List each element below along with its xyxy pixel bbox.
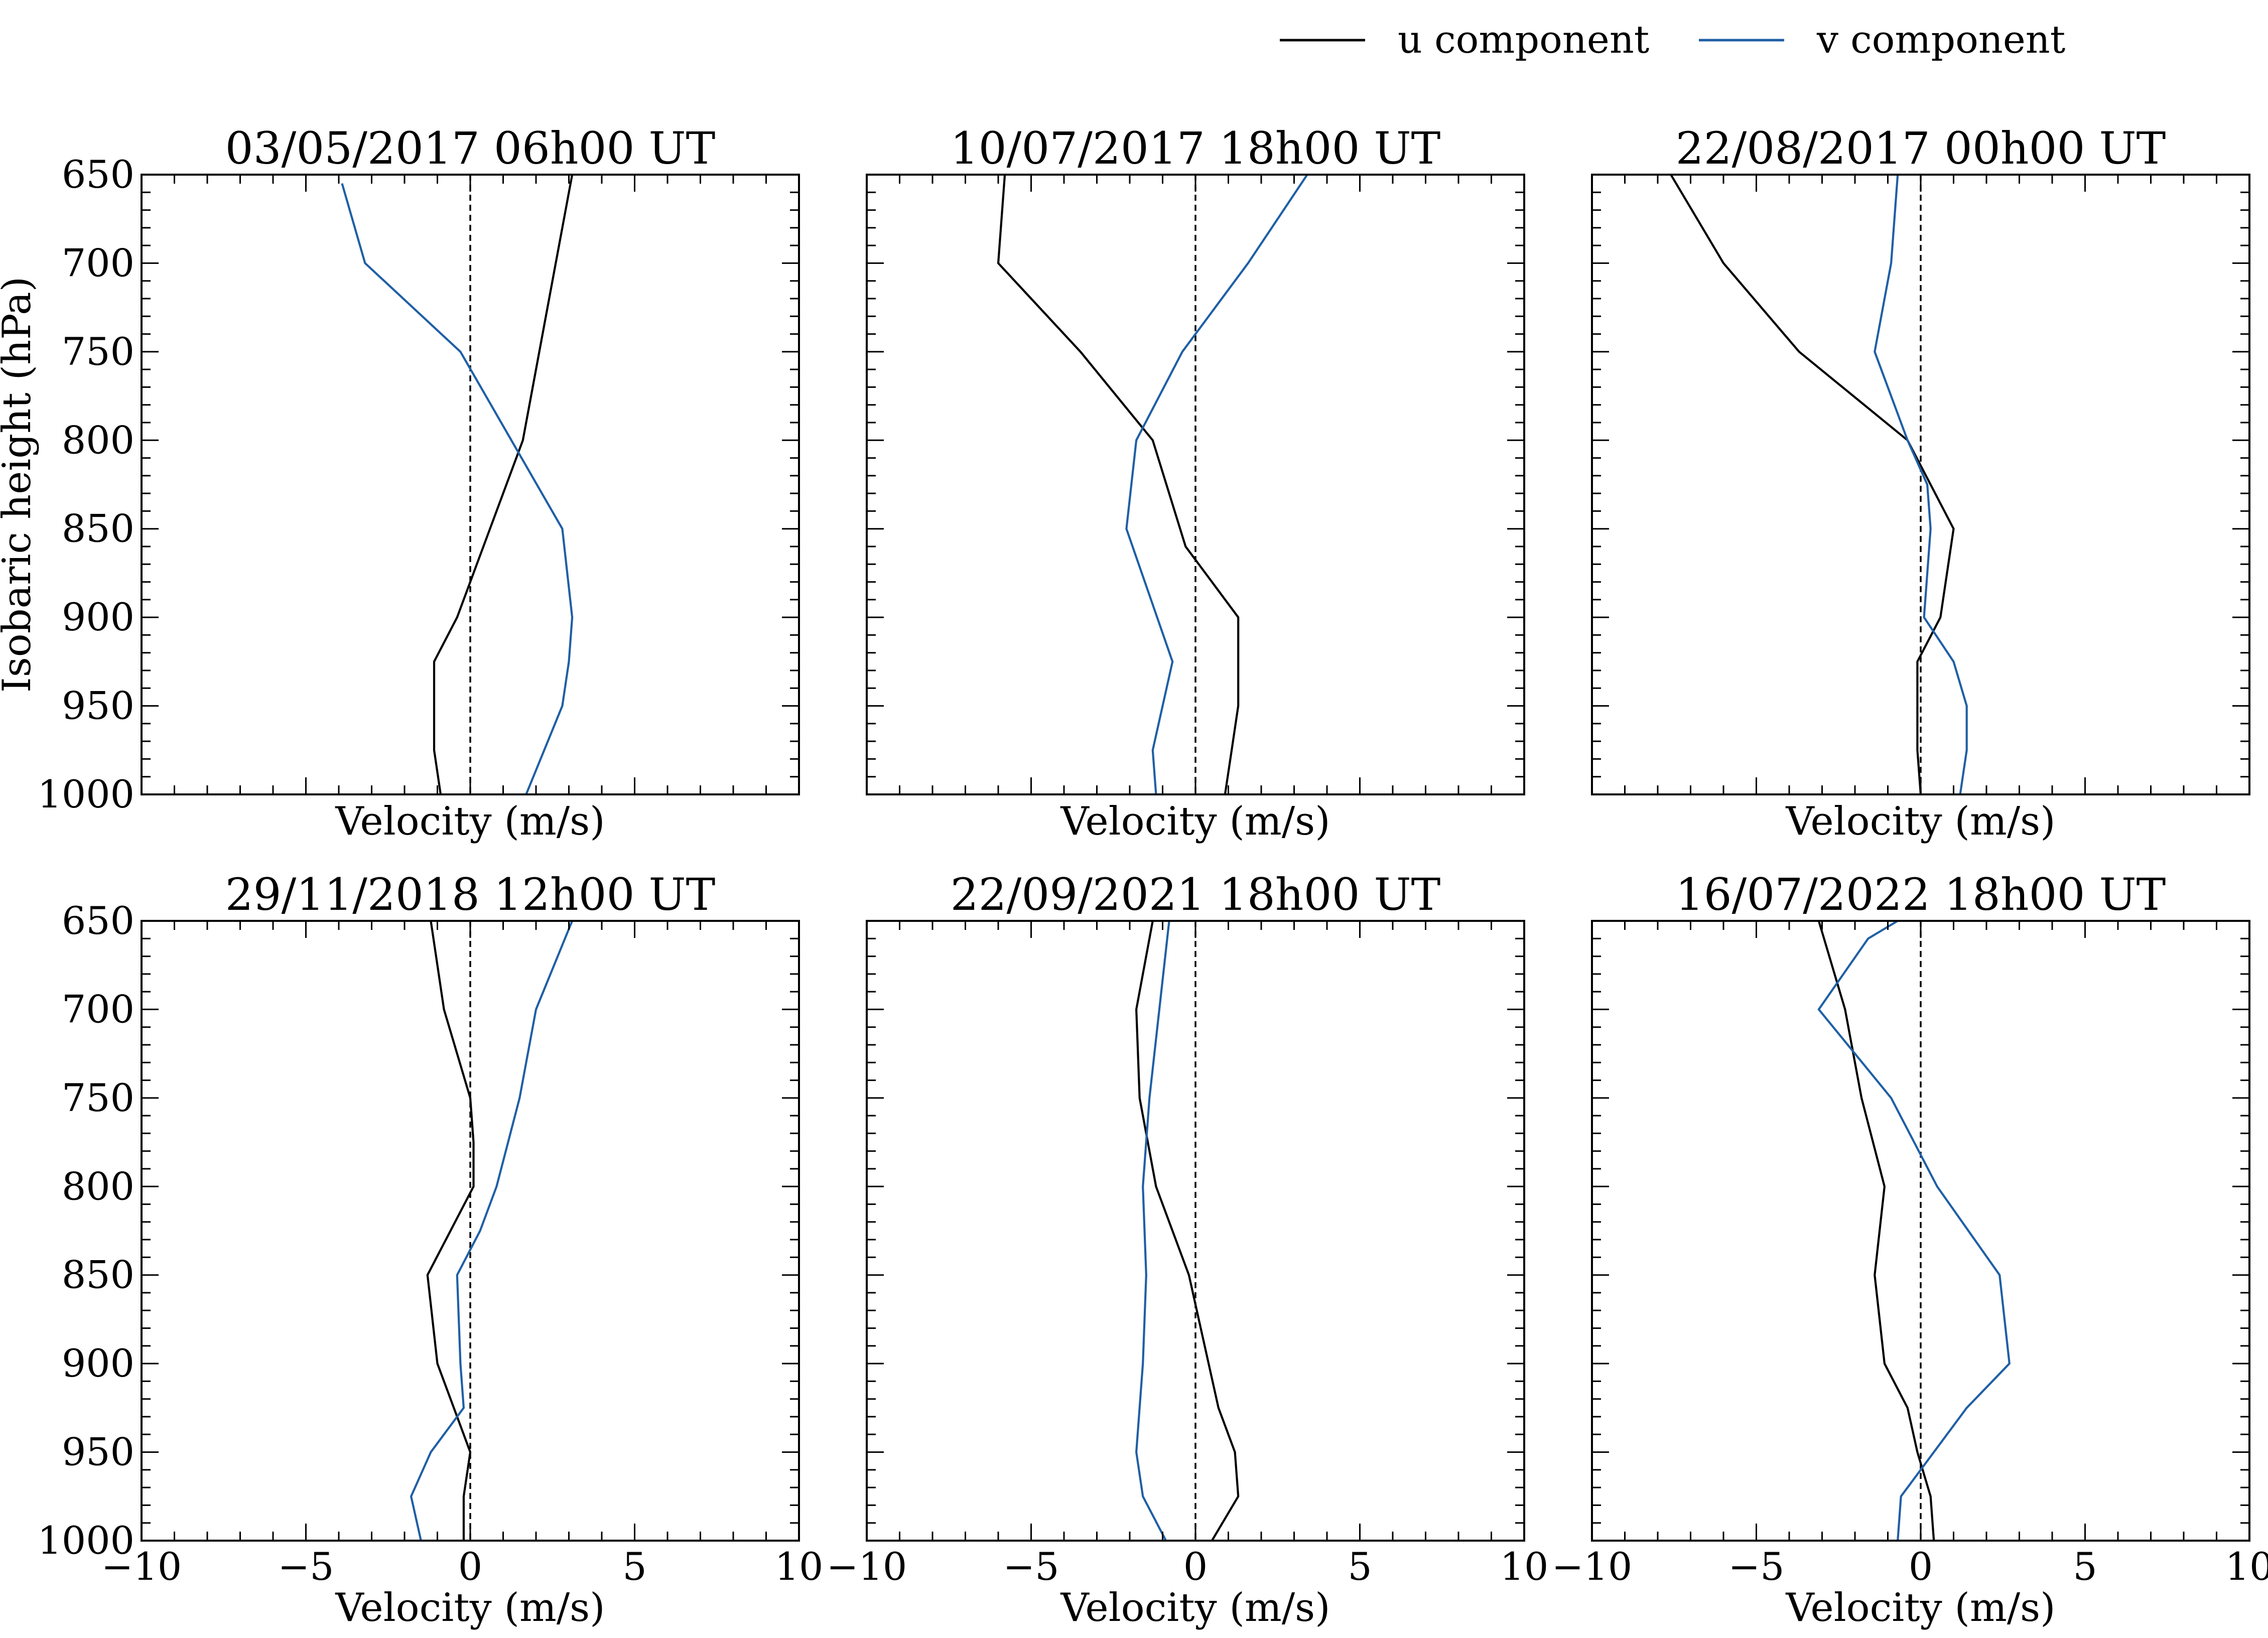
y-tick-label: 900 xyxy=(62,1341,135,1386)
panel-3: 22/08/2017 00h00 UT Velocity (m/s) xyxy=(1591,122,2250,844)
y-tick-label: 850 xyxy=(62,1253,135,1297)
series-u-component-line xyxy=(433,175,574,794)
series-u-component-line xyxy=(1670,175,1955,794)
x-tick-label: 5 xyxy=(2073,1544,2097,1589)
series-u-component-line xyxy=(426,921,475,1541)
x-tick-label: −10 xyxy=(827,1544,907,1589)
series-v-component-line xyxy=(1817,921,2011,1541)
y-tick-label: 650 xyxy=(62,152,135,197)
x-tick-label: −5 xyxy=(1003,1544,1059,1589)
legend-entry-v: v component xyxy=(1699,17,2065,62)
x-tick-label: −5 xyxy=(278,1544,334,1589)
y-tick-label: 750 xyxy=(62,329,135,374)
x-tick-label: 0 xyxy=(1183,1544,1208,1589)
x-tick-label: 10 xyxy=(775,1544,824,1589)
y-axis-label: Isobaric height (hPa) xyxy=(0,277,40,693)
y-tick-label: 950 xyxy=(62,684,135,728)
x-axis-label: Velocity (m/s) xyxy=(1785,799,2055,844)
x-tick-label: 0 xyxy=(1909,1544,1933,1589)
series-u-component-line xyxy=(997,175,1240,794)
panel-title: 29/11/2018 12h00 UT xyxy=(225,869,716,920)
y-tick-label: 1000 xyxy=(38,772,135,816)
x-tick-label: 10 xyxy=(1500,1544,1549,1589)
y-tick-label: 950 xyxy=(62,1430,135,1474)
x-tick-label: −5 xyxy=(1728,1544,1784,1589)
series-v-component-line xyxy=(1125,175,1308,794)
y-tick-label: 900 xyxy=(62,595,135,639)
series-v-component-line xyxy=(1135,921,1170,1541)
x-axis-label: Velocity (m/s) xyxy=(1785,1585,2055,1630)
panel-1: 03/05/2017 06h00 UT 650 700 750 800 850 900 950… xyxy=(0,122,800,844)
y-tick-label: 800 xyxy=(62,1164,135,1208)
legend: u component v component xyxy=(1280,17,2065,62)
series-v-component-line xyxy=(1874,175,1968,794)
panel-title: 22/08/2017 00h00 UT xyxy=(1676,122,2166,174)
x-axis-label: Velocity (m/s) xyxy=(1060,1585,1330,1630)
series-u-component-line xyxy=(1135,921,1240,1541)
x-tick-label: −10 xyxy=(101,1544,182,1589)
x-tick-label: 0 xyxy=(458,1544,482,1589)
panel-title: 03/05/2017 06h00 UT xyxy=(225,122,716,174)
x-tick-label: 5 xyxy=(622,1544,646,1589)
series-u-component-line xyxy=(1817,921,1935,1541)
panel-title: 16/07/2022 18h00 UT xyxy=(1676,869,2166,920)
legend-label: v component xyxy=(1816,17,2065,62)
x-tick-label: −10 xyxy=(1552,1544,1632,1589)
panel-5: 22/09/2021 18h00 UT −10 −5 0 5 10 Velocity (m/… xyxy=(827,869,1549,1630)
x-tick-label: 5 xyxy=(1348,1544,1372,1589)
y-tick-label: 1000 xyxy=(38,1518,135,1563)
series-v-component-line xyxy=(410,921,574,1541)
x-axis-label: Velocity (m/s) xyxy=(335,799,605,844)
y-tick-label: 700 xyxy=(62,987,135,1031)
x-tick-label: 10 xyxy=(2225,1544,2268,1589)
panel-title: 10/07/2017 18h00 UT xyxy=(951,122,1441,174)
y-tick-label: 650 xyxy=(62,898,135,943)
panel-4: 29/11/2018 12h00 UT −10 −5 0 5 10 650 700 750 800… xyxy=(38,869,824,1630)
panel-2: 10/07/2017 18h00 UT Velocity (m/s) xyxy=(866,122,1525,844)
y-tick-label: 700 xyxy=(62,240,135,285)
x-axis-label: Velocity (m/s) xyxy=(1060,799,1330,844)
x-axis-label: Velocity (m/s) xyxy=(335,1585,605,1630)
legend-label: u component xyxy=(1398,17,1649,62)
y-tick-label: 750 xyxy=(62,1075,135,1120)
y-tick-label: 800 xyxy=(62,418,135,462)
legend-entry-u: u component xyxy=(1280,17,1649,62)
panel-title: 22/09/2021 18h00 UT xyxy=(951,869,1441,920)
panels-grid: 03/05/2017 06h00 UT 650 700 750 800 850 900 950… xyxy=(0,122,2268,1630)
series-v-component-line xyxy=(341,183,574,794)
panel-6: 16/07/2022 18h00 UT −10 −5 0 5 10 Velocity (m/… xyxy=(1552,869,2268,1630)
y-tick-label: 850 xyxy=(62,506,135,551)
